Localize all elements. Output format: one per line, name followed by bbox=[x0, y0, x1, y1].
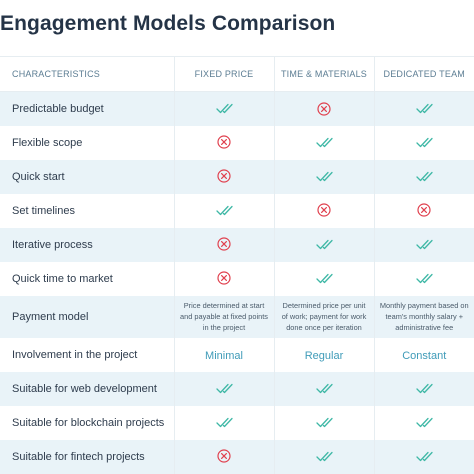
check-icon bbox=[316, 451, 333, 462]
column-header-characteristics: CHARACTERISTICS bbox=[0, 57, 174, 92]
table-row: Quick start bbox=[0, 160, 474, 194]
check-icon bbox=[416, 103, 433, 114]
column-header-time-materials: TIME & MATERIALS bbox=[274, 57, 374, 92]
check-icon bbox=[216, 417, 233, 428]
check-icon bbox=[416, 383, 433, 394]
table-cell bbox=[274, 160, 374, 194]
check-icon bbox=[416, 417, 433, 428]
table-row: Set timelines bbox=[0, 194, 474, 228]
row-label: Flexible scope bbox=[0, 126, 174, 160]
check-icon bbox=[416, 171, 433, 182]
cross-icon bbox=[217, 169, 231, 183]
table-row: Suitable for fintech projects bbox=[0, 440, 474, 474]
check-icon bbox=[416, 273, 433, 284]
check-icon bbox=[216, 103, 233, 114]
check-icon bbox=[316, 171, 333, 182]
table-cell bbox=[274, 126, 374, 160]
table-cell bbox=[274, 92, 374, 126]
table-cell bbox=[174, 160, 274, 194]
row-label: Quick time to market bbox=[0, 262, 174, 296]
column-header-dedicated-team: DEDICATED TEAM bbox=[374, 57, 474, 92]
table-row: Predictable budget bbox=[0, 92, 474, 126]
involvement-level: Minimal bbox=[205, 350, 243, 362]
table-cell bbox=[374, 160, 474, 194]
table-cell bbox=[374, 126, 474, 160]
check-icon bbox=[216, 205, 233, 216]
check-icon bbox=[316, 383, 333, 394]
table-cell bbox=[274, 406, 374, 440]
cross-icon bbox=[217, 237, 231, 251]
row-label: Iterative process bbox=[0, 228, 174, 262]
comparison-table: CHARACTERISTICS FIXED PRICE TIME & MATER… bbox=[0, 56, 474, 474]
cross-icon bbox=[217, 271, 231, 285]
table-cell bbox=[374, 372, 474, 406]
cross-icon bbox=[317, 102, 331, 116]
row-label: Suitable for blockchain projects bbox=[0, 406, 174, 440]
table-row: Suitable for blockchain projects bbox=[0, 406, 474, 440]
table-cell bbox=[174, 406, 274, 440]
row-label: Suitable for fintech projects bbox=[0, 440, 174, 474]
table-cell bbox=[274, 194, 374, 228]
table-cell: Monthly payment based on team's monthly … bbox=[374, 296, 474, 338]
table-cell bbox=[174, 194, 274, 228]
table-cell bbox=[374, 194, 474, 228]
cell-text: Price determined at start and payable at… bbox=[175, 300, 274, 333]
row-label: Predictable budget bbox=[0, 92, 174, 126]
involvement-level: Constant bbox=[402, 350, 446, 362]
table-header-row: CHARACTERISTICS FIXED PRICE TIME & MATER… bbox=[0, 57, 474, 92]
check-icon bbox=[316, 273, 333, 284]
table-cell bbox=[374, 228, 474, 262]
column-header-fixed-price: FIXED PRICE bbox=[174, 57, 274, 92]
involvement-level: Regular bbox=[305, 350, 344, 362]
row-label: Suitable for web development bbox=[0, 372, 174, 406]
row-label: Involvement in the project bbox=[0, 338, 174, 372]
table-cell: Constant bbox=[374, 338, 474, 372]
table-cell bbox=[174, 440, 274, 474]
check-icon bbox=[316, 239, 333, 250]
table-cell bbox=[174, 228, 274, 262]
check-icon bbox=[416, 451, 433, 462]
table-cell bbox=[174, 126, 274, 160]
row-label: Payment model bbox=[0, 296, 174, 338]
table-cell bbox=[274, 228, 374, 262]
check-icon bbox=[316, 137, 333, 148]
cell-text: Monthly payment based on team's monthly … bbox=[375, 300, 474, 333]
row-label: Quick start bbox=[0, 160, 174, 194]
row-label: Set timelines bbox=[0, 194, 174, 228]
check-icon bbox=[416, 137, 433, 148]
table-cell bbox=[174, 372, 274, 406]
table-row: Involvement in the project Minimal Regular… bbox=[0, 338, 474, 372]
cross-icon bbox=[317, 203, 331, 217]
cross-icon bbox=[217, 449, 231, 463]
table-cell bbox=[374, 92, 474, 126]
page-title: Engagement Models Comparison bbox=[0, 12, 335, 36]
cell-text: Determined price per unit of work; payme… bbox=[275, 300, 374, 333]
table-row: Quick time to market bbox=[0, 262, 474, 296]
check-icon bbox=[316, 417, 333, 428]
table-cell bbox=[374, 406, 474, 440]
table-cell bbox=[274, 262, 374, 296]
cross-icon bbox=[417, 203, 431, 217]
check-icon bbox=[416, 239, 433, 250]
table-cell bbox=[374, 262, 474, 296]
table-row: Iterative process bbox=[0, 228, 474, 262]
table-cell: Price determined at start and payable at… bbox=[174, 296, 274, 338]
table-cell: Determined price per unit of work; payme… bbox=[274, 296, 374, 338]
table-cell bbox=[374, 440, 474, 474]
table-row: Suitable for web development bbox=[0, 372, 474, 406]
cross-icon bbox=[217, 135, 231, 149]
table-cell bbox=[174, 262, 274, 296]
table-cell: Regular bbox=[274, 338, 374, 372]
table-cell bbox=[174, 92, 274, 126]
check-icon bbox=[216, 383, 233, 394]
table-cell bbox=[274, 372, 374, 406]
table-cell: Minimal bbox=[174, 338, 274, 372]
table-row: Flexible scope bbox=[0, 126, 474, 160]
table-cell bbox=[274, 440, 374, 474]
